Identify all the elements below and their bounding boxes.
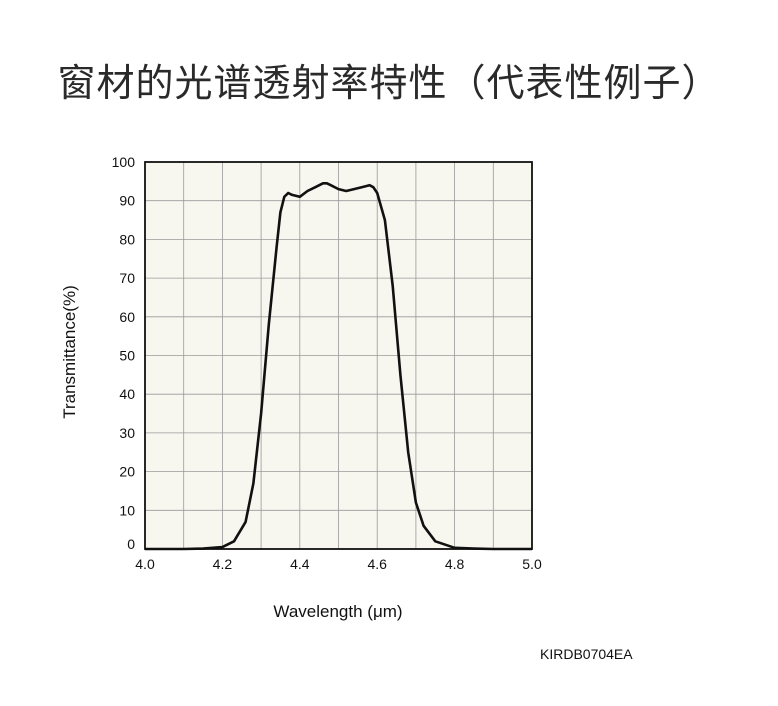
x-tick-label: 4.0 bbox=[135, 556, 155, 572]
x-axis-label: Wavelength (μm) bbox=[273, 602, 402, 621]
y-axis-ticks: 0 10 20 30 40 50 60 70 80 90 100 bbox=[112, 154, 136, 552]
y-tick-label: 50 bbox=[119, 348, 135, 364]
x-axis-ticks: 4.0 4.2 4.4 4.6 4.8 5.0 bbox=[135, 556, 542, 572]
y-tick-label: 40 bbox=[119, 386, 135, 402]
document-code: KIRDB0704EA bbox=[540, 646, 633, 662]
grid-lines bbox=[145, 162, 532, 549]
y-tick-label: 30 bbox=[119, 425, 135, 441]
y-tick-label: 20 bbox=[119, 464, 135, 480]
y-tick-label: 70 bbox=[119, 270, 135, 286]
y-tick-label: 10 bbox=[119, 502, 135, 518]
transmittance-curve bbox=[145, 182, 532, 551]
x-tick-label: 5.0 bbox=[522, 556, 542, 572]
y-tick-label: 60 bbox=[119, 309, 135, 325]
x-tick-label: 4.2 bbox=[213, 556, 233, 572]
y-tick-label: 100 bbox=[112, 154, 136, 170]
chart-title: 窗材的光谱透射率特性（代表性例子） bbox=[57, 61, 721, 105]
plot-frame bbox=[144, 161, 533, 550]
y-tick-label: 80 bbox=[119, 231, 135, 247]
y-tick-label: 0 bbox=[127, 536, 135, 552]
x-tick-label: 4.4 bbox=[290, 556, 310, 572]
x-tick-label: 4.6 bbox=[367, 556, 387, 572]
y-tick-label: 90 bbox=[119, 193, 135, 209]
x-tick-label: 4.8 bbox=[445, 556, 465, 572]
y-axis-label: Transmittance(%) bbox=[60, 285, 79, 419]
